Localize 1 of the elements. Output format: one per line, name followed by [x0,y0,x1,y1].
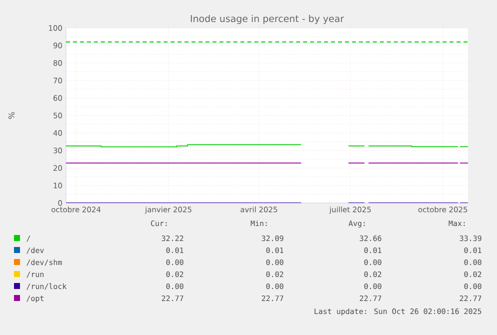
chart-title: Inode usage in percent - by year [190,14,344,24]
